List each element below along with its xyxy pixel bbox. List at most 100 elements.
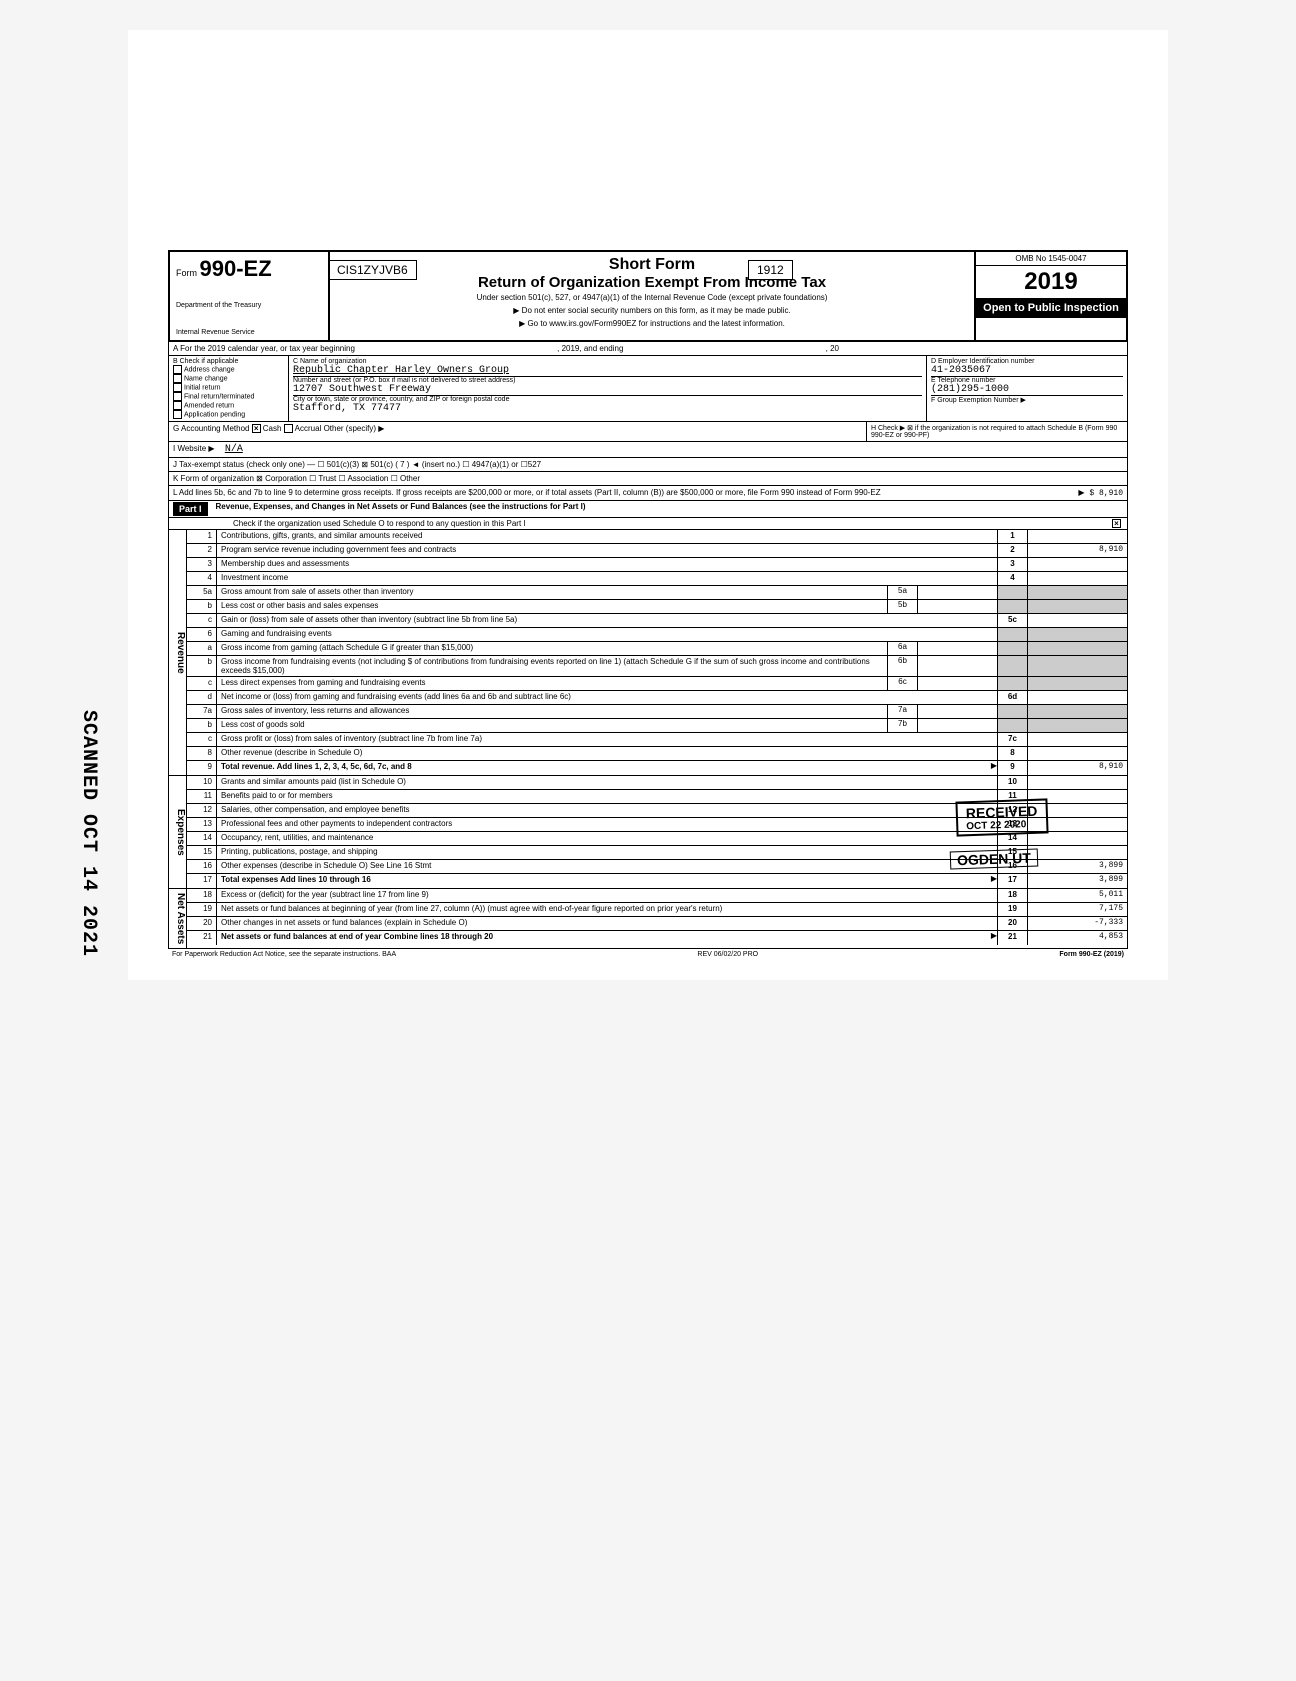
cb-accrual[interactable] <box>284 424 293 433</box>
l6a-amt <box>1027 642 1127 655</box>
l9-desc: Total revenue. Add lines 1, 2, 3, 4, 5c,… <box>217 761 977 775</box>
l21-box: 21 <box>997 931 1027 945</box>
form-header: Form 990-EZ Department of the Treasury I… <box>168 250 1128 342</box>
ein-value: 41-2035067 <box>931 365 1123 376</box>
l2-desc: Program service revenue including govern… <box>217 544 997 557</box>
l3-box: 3 <box>997 558 1027 571</box>
cash-label: Cash <box>263 424 282 433</box>
cb-amended[interactable] <box>173 401 182 410</box>
accrual-label: Accrual <box>295 424 322 433</box>
under-section: Under section 501(c), 527, or 4947(a)(1)… <box>340 293 964 302</box>
l5a-amt <box>1027 586 1127 599</box>
period-row: A For the 2019 calendar year, or tax yea… <box>168 342 1128 356</box>
city-label: City or town, state or province, country… <box>293 395 922 403</box>
l7c-box: 7c <box>997 733 1027 746</box>
part1-check-row: Check if the organization used Schedule … <box>168 518 1128 530</box>
footer-mid: REV 06/02/20 PRO <box>697 951 758 958</box>
cb-initial[interactable] <box>173 383 182 392</box>
l20-amt: -7,333 <box>1027 917 1127 930</box>
received-stamp: RECEIVED OCT 22 2020 <box>956 798 1049 836</box>
do-not-enter: ▶ Do not enter social security numbers o… <box>340 306 964 315</box>
part1-title: Revenue, Expenses, and Changes in Net As… <box>216 502 586 516</box>
l7a-sub: 7a <box>887 705 917 718</box>
cb-address[interactable] <box>173 365 182 374</box>
l3-num: 3 <box>187 558 217 571</box>
cb-final[interactable] <box>173 392 182 401</box>
l6c-box <box>997 677 1027 690</box>
l6a-sub: 6a <box>887 642 917 655</box>
part1-checkbox[interactable] <box>1112 519 1121 528</box>
street-label: Number and street (or P.O. box if mail i… <box>293 376 922 384</box>
l7c-desc: Gross profit or (loss) from sales of inv… <box>217 733 997 746</box>
l7b-box <box>997 719 1027 732</box>
row-k: K Form of organization ⊠ Corporation ☐ T… <box>168 472 1128 486</box>
phone-value: (281)295-1000 <box>931 384 1123 395</box>
l5a-box <box>997 586 1027 599</box>
l7b-num: b <box>187 719 217 732</box>
revenue-section: Revenue 1Contributions, gifts, grants, a… <box>168 530 1128 776</box>
cb-name[interactable] <box>173 374 182 383</box>
l4-amt <box>1027 572 1127 585</box>
cb-address-label: Address change <box>184 366 235 373</box>
netassets-section: Net Assets 18Excess or (deficit) for the… <box>168 889 1128 949</box>
l15-num: 15 <box>187 846 217 859</box>
l6b-sub: 6b <box>887 656 917 676</box>
l5a-num: 5a <box>187 586 217 599</box>
l1-box: 1 <box>997 530 1027 543</box>
l6-num: 6 <box>187 628 217 641</box>
form-number: 990-EZ <box>200 256 272 281</box>
period-mid: , 2019, and ending <box>557 344 623 353</box>
l6-desc: Gaming and fundraising events <box>217 628 997 641</box>
l18-num: 18 <box>187 889 217 902</box>
l16-desc: Other expenses (describe in Schedule O) … <box>217 860 997 873</box>
cb-initial-label: Initial return <box>184 384 221 391</box>
short-form-title: Short Form <box>340 256 964 274</box>
l16-amt: 3,899 <box>1027 860 1127 873</box>
l6a-box <box>997 642 1027 655</box>
cb-name-label: Name change <box>184 375 228 382</box>
form-page: CIS1ZYJVB6 1912 Form 990-EZ Department o… <box>128 30 1168 980</box>
year-box-1912: 1912 <box>748 260 793 280</box>
row-l-text: L Add lines 5b, 6c and 7b to line 9 to d… <box>173 488 1003 498</box>
l7a-desc: Gross sales of inventory, less returns a… <box>217 705 887 718</box>
other-label: Other (specify) ▶ <box>324 424 385 433</box>
l20-box: 20 <box>997 917 1027 930</box>
street-value: 12707 Southwest Freeway <box>293 384 922 395</box>
l17-num: 17 <box>187 874 217 888</box>
irs-label: Internal Revenue Service <box>176 329 322 336</box>
l10-box: 10 <box>997 776 1027 789</box>
ogden-stamp: OGDEN UT <box>950 848 1038 869</box>
phone-label: E Telephone number <box>931 376 1123 384</box>
l6b-amt <box>1027 656 1127 676</box>
form-label: Form <box>176 268 197 278</box>
received-date: OCT 22 2020 <box>967 819 1039 832</box>
l20-desc: Other changes in net assets or fund bala… <box>217 917 997 930</box>
l21-amt: 4,853 <box>1027 931 1127 945</box>
l17-amt: 3,899 <box>1027 874 1127 888</box>
l14-desc: Occupancy, rent, utilities, and maintena… <box>217 832 997 845</box>
l6c-subamt <box>917 677 997 690</box>
row-g-h: G Accounting Method Cash Accrual Other (… <box>168 422 1128 442</box>
l6d-num: d <box>187 691 217 704</box>
l11-num: 11 <box>187 790 217 803</box>
period-end: , 20 <box>826 344 839 353</box>
l5a-sub: 5a <box>887 586 917 599</box>
code-box: CIS1ZYJVB6 <box>328 260 417 280</box>
l19-amt: 7,175 <box>1027 903 1127 916</box>
org-name: Republic Chapter Harley Owners Group <box>293 365 922 376</box>
l1-num: 1 <box>187 530 217 543</box>
l5c-desc: Gain or (loss) from sale of assets other… <box>217 614 997 627</box>
l7a-amt <box>1027 705 1127 718</box>
l8-num: 8 <box>187 747 217 760</box>
l3-amt <box>1027 558 1127 571</box>
l5b-amt <box>1027 600 1127 613</box>
part1-check-text: Check if the organization used Schedule … <box>233 519 526 528</box>
l12-desc: Salaries, other compensation, and employ… <box>217 804 997 817</box>
l7a-subamt <box>917 705 997 718</box>
ein-label: D Employer Identification number <box>931 358 1123 365</box>
cb-cash[interactable] <box>252 424 261 433</box>
l20-num: 20 <box>187 917 217 930</box>
l7a-num: 7a <box>187 705 217 718</box>
website-label: I Website ▶ <box>173 444 215 453</box>
cb-pending[interactable] <box>173 410 182 419</box>
